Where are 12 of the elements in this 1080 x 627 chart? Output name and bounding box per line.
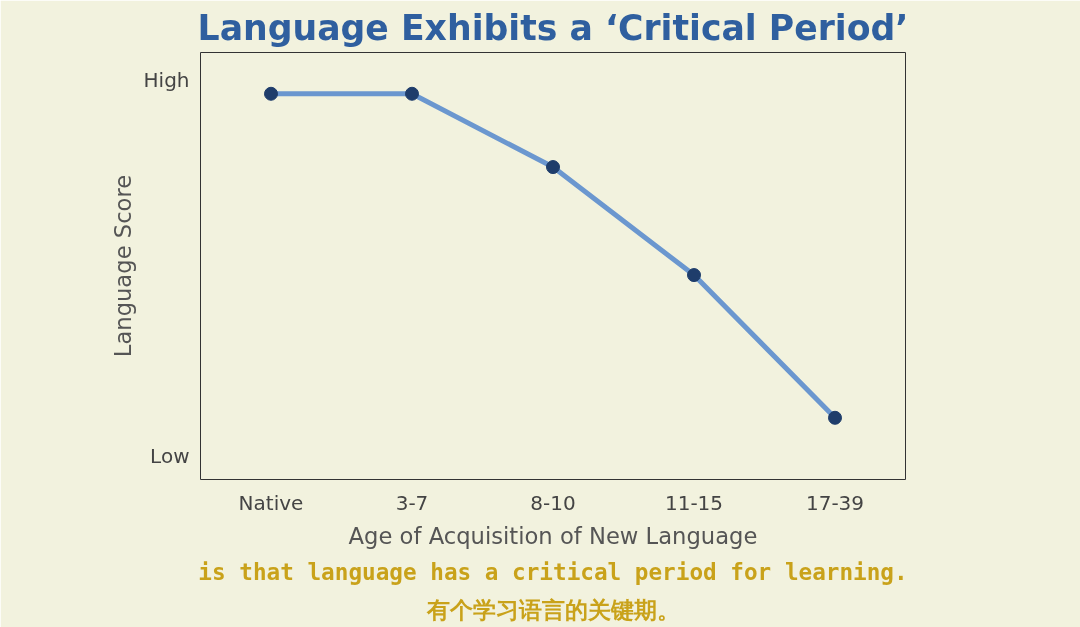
x-tick-label: 8-10 xyxy=(530,490,576,515)
x-tick-label: 3-7 xyxy=(395,490,429,515)
y-axis-title: Language Score xyxy=(109,174,136,358)
chart-title: Language Exhibits a ‘Critical Period’ xyxy=(197,7,909,48)
text: Low xyxy=(150,444,190,469)
x-tick-label: 17-39 xyxy=(805,490,865,515)
x-axis-title: Age of Acquisition of New Language xyxy=(348,522,758,549)
x-tick-label: 11-15 xyxy=(664,490,724,515)
x-tick-label: Native xyxy=(238,490,304,515)
text: 有个学习语言的关键期。 xyxy=(425,596,680,623)
text: High xyxy=(143,67,190,92)
text: is that language has a critical period for learning. xyxy=(198,558,908,585)
